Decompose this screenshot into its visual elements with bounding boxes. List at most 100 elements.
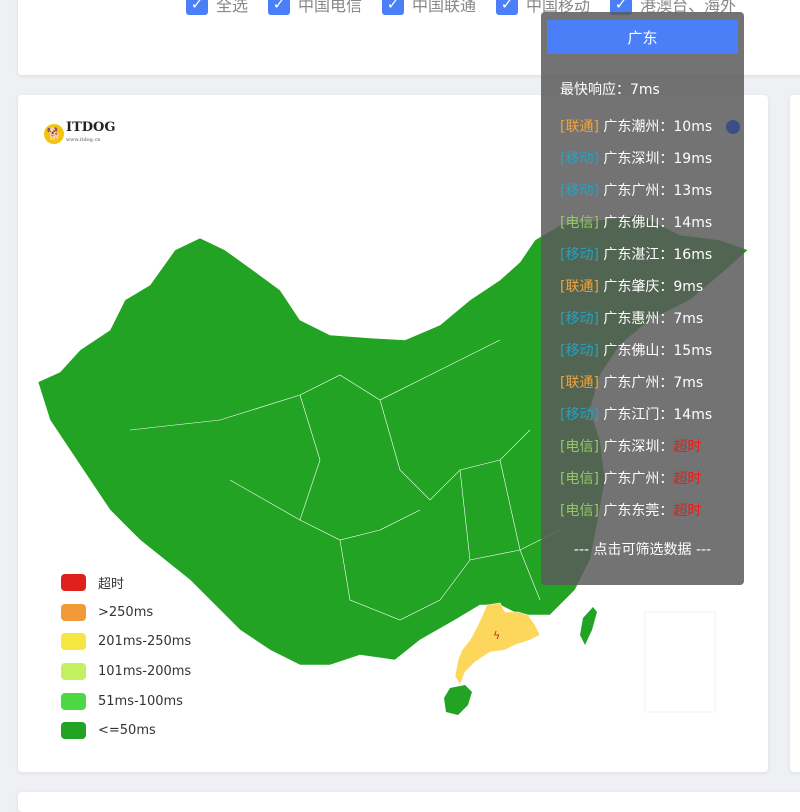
checkmark-icon: ✓: [186, 0, 208, 15]
isp-tag: [联通]: [560, 119, 599, 135]
probe-location: 广东广州：: [603, 183, 674, 199]
isp-filter-group: ✓ 全选 ✓ 中国电信 ✓ 中国联通 ✓ 中国移动 ✓ 港澳台、海外: [186, 0, 756, 16]
checkmark-icon: ✓: [268, 0, 291, 15]
legend-label: <=50ms: [98, 723, 156, 739]
probe-row: [移动] 广东惠州：7ms: [560, 308, 712, 340]
probe-row: [电信] 广东深圳：超时: [560, 436, 712, 468]
itdog-logo: 🐕 ITDOG www.itdog.cn: [44, 120, 116, 146]
legend-swatch: [61, 633, 86, 651]
legend-swatch: [61, 692, 86, 710]
probe-location: 广东潮州：: [603, 119, 674, 135]
checkmark-icon: ✓: [610, 0, 633, 15]
checkmark-icon: ✓: [496, 0, 519, 15]
isp-tag: [移动]: [560, 151, 599, 167]
filter-checkbox[interactable]: ✓ 全选: [186, 0, 248, 16]
probe-latency: 超时: [673, 439, 702, 455]
probe-latency: 16ms: [673, 247, 713, 263]
map-marker: [726, 120, 740, 134]
isp-tag: [联通]: [560, 279, 599, 295]
filter-checkbox[interactable]: ✓ 中国联通: [382, 0, 476, 16]
probe-location: 广东佛山：: [603, 215, 674, 231]
map-region-hainan[interactable]: [444, 685, 472, 715]
probe-row: [移动] 广东广州：13ms: [560, 180, 712, 212]
probe-latency: 10ms: [673, 119, 713, 135]
isp-tag: [联通]: [560, 375, 599, 391]
filter-label: 港澳台、海外: [640, 0, 737, 15]
probe-row: [移动] 广东江门：14ms: [560, 404, 712, 436]
filter-hint[interactable]: --- 点击可筛选数据 ---: [573, 542, 712, 558]
filter-label: 中国移动: [526, 0, 591, 15]
isp-tag: [移动]: [560, 183, 599, 199]
legend-swatch: [61, 663, 86, 681]
probe-latency: 19ms: [673, 151, 713, 167]
legend-item[interactable]: 201ms-250ms: [61, 627, 191, 657]
legend-swatch: [61, 603, 86, 621]
tooltip-title: 广东: [547, 20, 738, 54]
probe-location: 广东肇庆：: [603, 279, 674, 295]
isp-tag: [电信]: [560, 503, 599, 519]
probe-latency: 13ms: [673, 183, 713, 199]
probe-latency: 7ms: [673, 311, 704, 327]
legend-label: 201ms-250ms: [98, 634, 192, 650]
probe-location: 广东佛山：: [603, 343, 674, 359]
filter-checkbox[interactable]: ✓ 港澳台、海外: [610, 0, 736, 16]
isp-tag: [移动]: [560, 407, 599, 423]
filter-checkbox[interactable]: ✓ 中国移动: [496, 0, 590, 16]
probe-row: [移动] 广东湛江：16ms: [560, 244, 712, 276]
legend-item[interactable]: 超时: [61, 568, 191, 598]
probe-location: 广东湛江：: [603, 247, 674, 263]
legend-swatch: [61, 722, 86, 740]
filter-label: 全选: [216, 0, 249, 15]
probe-location: 广东东莞：: [603, 503, 674, 519]
map-region-guangdong[interactable]: [454, 602, 541, 686]
legend-item[interactable]: <=50ms: [61, 716, 191, 746]
checkmark-icon: ✓: [382, 0, 405, 15]
dog-icon: 🐕: [44, 124, 64, 144]
legend-label: 超时: [98, 577, 125, 593]
legend-swatch: [61, 574, 86, 592]
lightning-icon: ϟ: [493, 629, 500, 642]
legend-label: 101ms-200ms: [98, 664, 192, 680]
filter-checkbox[interactable]: ✓ 中国电信: [268, 0, 362, 16]
legend-item[interactable]: 51ms-100ms: [61, 686, 191, 716]
results-card: [790, 95, 800, 772]
filter-label: 中国电信: [298, 0, 363, 15]
probe-row: [联通] 广东潮州：10ms: [560, 116, 712, 148]
legend-item[interactable]: >250ms: [61, 598, 191, 628]
isp-tag: [电信]: [560, 471, 599, 487]
probe-location: 广东广州：: [603, 375, 674, 391]
probe-location: 广东惠州：: [603, 311, 674, 327]
logo-url: www.itdog.cn: [66, 137, 101, 143]
legend-item[interactable]: 101ms-200ms: [61, 657, 191, 687]
legend-label: 51ms-100ms: [98, 693, 183, 709]
probe-latency: 超时: [673, 503, 702, 519]
probe-row: [联通] 广东肇庆：9ms: [560, 276, 712, 308]
logo-text: ITDOG: [66, 120, 116, 135]
south-china-sea-inset: [644, 611, 716, 713]
isp-tag: [电信]: [560, 215, 599, 231]
latency-legend: 超时 >250ms 201ms-250ms 101ms-200ms 51ms-100ms…: [61, 568, 191, 746]
probe-row: [电信] 广东广州：超时: [560, 468, 712, 500]
probe-latency: 14ms: [673, 407, 713, 423]
isp-tag: [移动]: [560, 311, 599, 327]
probe-location: 广东江门：: [603, 407, 674, 423]
province-borders: [129, 339, 561, 621]
probe-row: [电信] 广东东莞：超时: [560, 500, 712, 532]
probe-latency: 9ms: [673, 279, 704, 295]
isp-tag: [移动]: [560, 247, 599, 263]
probe-latency: 15ms: [673, 343, 713, 359]
province-tooltip: 广东 最快响应：7ms [联通] 广东潮州：10ms [移动] 广东深圳：19ms…: [541, 12, 744, 585]
map-region-taiwan[interactable]: [580, 607, 597, 645]
probe-location: 广东深圳：: [603, 439, 674, 455]
isp-tag: [电信]: [560, 439, 599, 455]
probe-location: 广东广州：: [603, 471, 674, 487]
probe-location: 广东深圳：: [603, 151, 674, 167]
probe-latency: 超时: [673, 471, 702, 487]
probe-row: [联通] 广东广州：7ms: [560, 372, 712, 404]
filter-label: 中国联通: [412, 0, 477, 15]
probe-row: [电信] 广东佛山：14ms: [560, 212, 712, 244]
isp-tag: [移动]: [560, 343, 599, 359]
probe-row: [移动] 广东深圳：19ms: [560, 148, 712, 180]
fastest-response: 最快响应：7ms: [560, 82, 660, 98]
probe-latency: 7ms: [673, 375, 704, 391]
